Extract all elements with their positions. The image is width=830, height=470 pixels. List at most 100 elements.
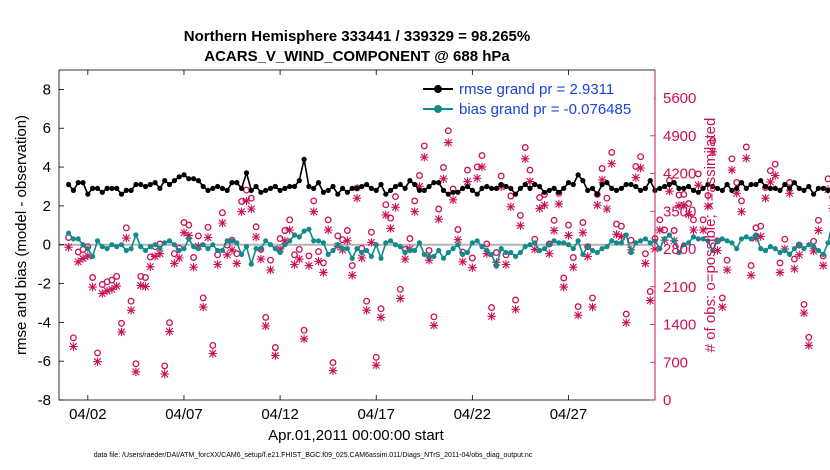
rmse-point [66, 181, 72, 188]
rmse-point [397, 181, 403, 188]
bias-point [440, 255, 447, 261]
bias-point [806, 242, 812, 248]
obs-assimilated-point [112, 281, 121, 291]
obs-possible-point [94, 349, 101, 357]
obs-assimilated-point [549, 226, 559, 235]
obs-possible-point [497, 172, 505, 180]
obs-assimilated-point [698, 225, 708, 235]
rmse-point [359, 183, 365, 190]
obs-assimilated-point [314, 257, 323, 266]
legend: rmse grand pr = 2.9311 bias grand pr = -… [414, 76, 654, 119]
bias-point [416, 240, 423, 246]
bias-point [710, 247, 716, 254]
obs-possible-point [444, 127, 452, 135]
obs-assimilated-point [727, 165, 737, 175]
bias-point [147, 244, 153, 250]
rmse-point [758, 178, 764, 184]
obs-assimilated-point [795, 250, 804, 259]
obs-possible-point [300, 326, 308, 334]
obs-assimilated-point [799, 308, 809, 318]
obs-possible-point [766, 167, 774, 175]
bias-point [436, 247, 442, 254]
bias-point [335, 242, 341, 248]
bias-point [431, 253, 437, 259]
bias-point [426, 253, 432, 259]
obs-possible-point [170, 250, 178, 258]
rmse-point [743, 185, 749, 191]
bias-point [657, 246, 663, 252]
obs-assimilated-point [93, 357, 102, 366]
rmse-point [575, 172, 581, 178]
bias-point [311, 238, 317, 244]
obs-possible-point [406, 235, 414, 243]
rmse-point [811, 191, 817, 197]
rmse-point [330, 183, 336, 190]
rmse-point [580, 178, 586, 184]
rmse-point [368, 185, 374, 191]
obs-assimilated-point [434, 215, 443, 224]
obs-possible-point [781, 235, 789, 243]
bias-point [796, 242, 802, 248]
bias-point [344, 246, 350, 252]
obs-assimilated-point [247, 204, 256, 214]
obs-assimilated-point [602, 204, 612, 214]
obs-assimilated-point [559, 282, 568, 292]
obs-assimilated-point [516, 221, 525, 230]
obs-assimilated-point [468, 263, 477, 272]
rmse-point [176, 174, 182, 180]
rmse-point [638, 187, 644, 193]
obs-possible-point [790, 255, 798, 263]
rmse-point [277, 187, 283, 193]
obs-assimilated-point [761, 194, 770, 203]
obs-possible-point [646, 288, 654, 295]
obs-assimilated-point [703, 202, 713, 211]
rmse-point [686, 183, 692, 190]
bias-point [589, 247, 596, 254]
rmse-point [714, 185, 721, 191]
bias-point [315, 238, 322, 244]
obs-assimilated-point [597, 175, 607, 184]
rmse-point [479, 185, 485, 191]
bias-point [484, 247, 490, 254]
rmse-point [791, 180, 798, 186]
obs-possible-point [233, 250, 241, 258]
obs-possible-point [142, 274, 149, 281]
obs-possible-point [262, 313, 270, 321]
bias-point [546, 242, 552, 248]
rmse-point [287, 183, 293, 190]
bias-point [142, 247, 149, 254]
rmse-point [383, 191, 389, 197]
obs-possible-point [464, 166, 471, 174]
bias-point [580, 251, 586, 257]
obs-assimilated-point [410, 207, 419, 216]
obs-possible-point [617, 222, 625, 230]
obs-assimilated-point [203, 233, 213, 242]
rmse-point [541, 189, 548, 195]
rmse-point [762, 183, 769, 190]
obs-assimilated-point [713, 246, 722, 255]
rmse-point [464, 183, 471, 190]
obs-possible-point [690, 216, 697, 224]
bias-point [397, 244, 403, 250]
obs-assimilated-point [227, 245, 237, 255]
bias-point [585, 244, 591, 250]
bias-point [815, 247, 822, 254]
obs-assimilated-point [155, 249, 165, 258]
rmse-point [618, 185, 625, 191]
bias-point [676, 249, 682, 256]
obs-assimilated-point [477, 162, 487, 172]
rmse-point [186, 176, 192, 182]
rmse-point [90, 185, 96, 191]
y-tick-label-left: 0 [43, 237, 51, 254]
obs-assimilated-point [396, 294, 405, 303]
chart-title-line1: Northern Hemisphere 333441 / 339329 = 98… [184, 28, 530, 45]
obs-assimilated-point [655, 225, 664, 235]
obs-possible-point [315, 248, 322, 256]
rmse-point [75, 180, 81, 186]
obs-possible-point [122, 224, 130, 232]
rmse-point [104, 185, 110, 191]
bias-point [243, 244, 250, 250]
obs-assimilated-point [213, 260, 222, 269]
plot-area [59, 127, 830, 379]
bias-point [556, 240, 562, 246]
